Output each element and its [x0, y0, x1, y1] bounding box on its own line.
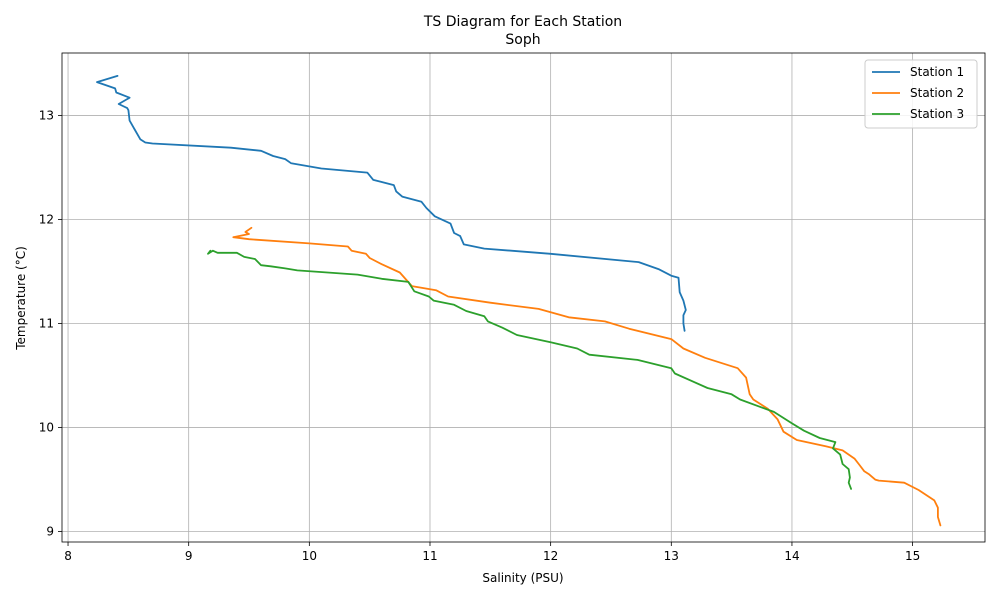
series-line-station-1 [96, 75, 687, 332]
y-axis-label: Temperature (°C) [14, 246, 28, 351]
y-tick-label: 12 [39, 212, 54, 226]
series-line-station-2 [232, 226, 942, 527]
legend: Station 1 Station 2 Station 3 [864, 59, 978, 129]
legend-box [864, 59, 978, 129]
x-tick-label: 10 [302, 549, 317, 563]
plot-frame [61, 52, 986, 543]
x-tick-label: 14 [784, 549, 799, 563]
y-tick-label: 11 [39, 317, 54, 331]
y-tick-label: 13 [39, 108, 54, 122]
chart-title: TS Diagram for Each Station [423, 14, 622, 30]
x-tick-label: 8 [64, 549, 72, 563]
legend-label-station-1: Station 1 [910, 65, 964, 79]
x-tick-label: 13 [664, 549, 679, 563]
x-tick-label: 9 [185, 549, 193, 563]
x-tick-label: 12 [543, 549, 558, 563]
x-axis-label: Salinity (PSU) [482, 571, 563, 585]
x-tick-label: 11 [422, 549, 437, 563]
x-tick-label: 15 [905, 549, 920, 563]
legend-label-station-3: Station 3 [910, 107, 964, 121]
chart-subtitle: Soph [505, 32, 540, 48]
grid-layer [62, 53, 985, 542]
series-line-station-3 [207, 249, 852, 490]
y-tick-label: 9 [46, 525, 54, 539]
y-tick-label: 10 [39, 421, 54, 435]
legend-label-station-2: Station 2 [910, 86, 964, 100]
series-layer [96, 75, 942, 527]
